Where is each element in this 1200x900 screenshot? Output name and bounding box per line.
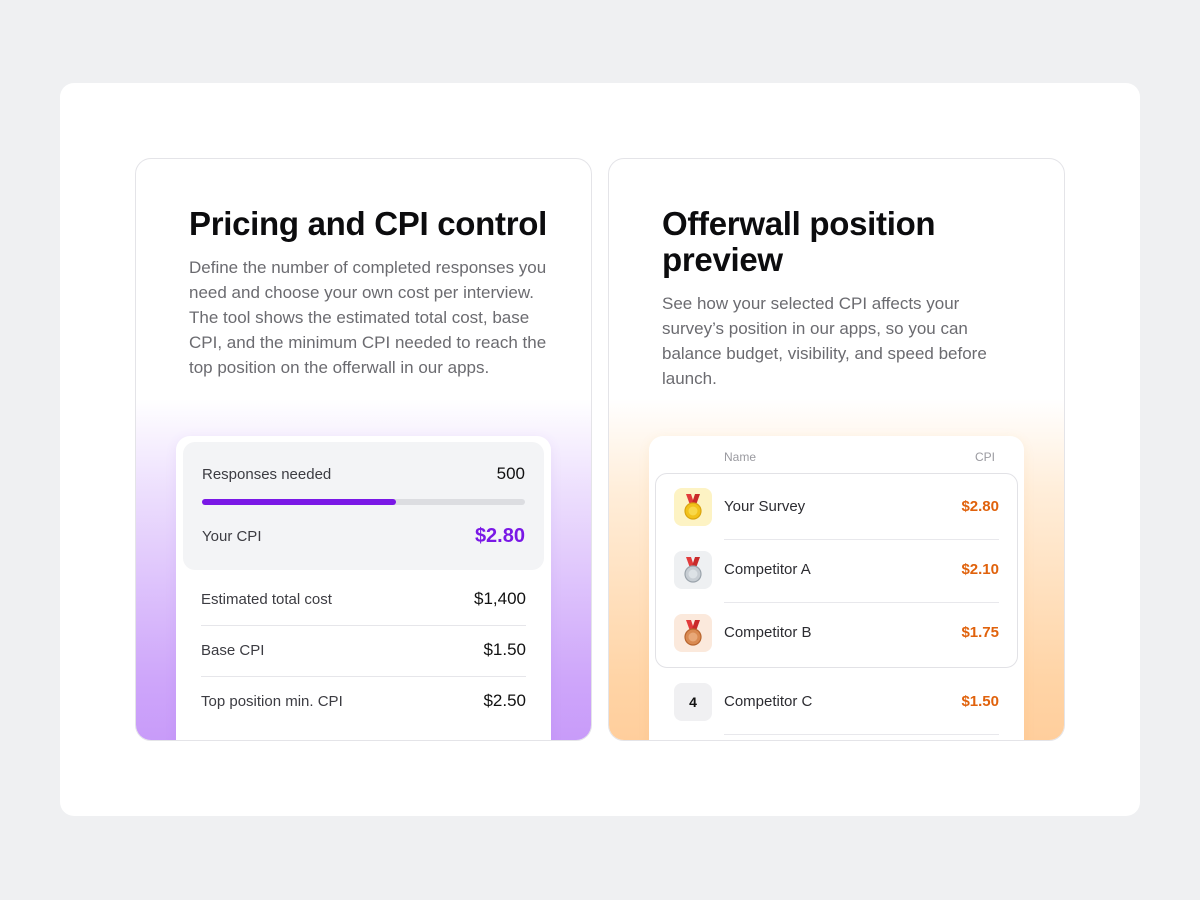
offerwall-title: Offerwall position preview <box>662 205 936 278</box>
responses-slider[interactable] <box>202 499 525 505</box>
summary-row: Top position min. CPI $2.50 <box>201 691 526 711</box>
summary-value: $1.50 <box>483 640 526 659</box>
ranking-name: Your Survey <box>724 498 806 515</box>
ranking-row[interactable]: Competitor A $2.10 <box>649 539 1024 603</box>
ranking-cpi: $2.80 <box>961 498 999 515</box>
content-frame: Pricing and CPI control Define the numbe… <box>60 83 1140 816</box>
ranking-cpi: $2.10 <box>961 561 999 578</box>
column-header-cpi: CPI <box>974 450 995 464</box>
summary-label: Top position min. CPI <box>201 692 343 710</box>
pricing-description: Define the number of completed responses… <box>189 258 547 377</box>
summary-label: Base CPI <box>201 641 265 659</box>
pricing-title: Pricing and CPI control <box>189 205 547 242</box>
row-divider <box>201 625 526 626</box>
cpi-value[interactable]: $2.80 <box>474 525 525 547</box>
ranking-name: Competitor B <box>724 624 812 641</box>
summary-label: Estimated total cost <box>201 590 332 608</box>
responses-value: 500 <box>496 464 525 483</box>
responses-slider-fill <box>202 499 396 505</box>
summary-value: $1,400 <box>474 589 526 608</box>
row-divider <box>724 734 999 735</box>
pricing-panel: Responses needed 500 Your CPI $2.80 Esti… <box>176 436 551 740</box>
row-divider <box>724 539 999 540</box>
silver-medal-icon <box>674 551 712 589</box>
cpi-label: Your CPI <box>202 528 262 545</box>
offerwall-panel: Name CPI Your Survey $2.80 <box>649 436 1024 740</box>
ranking-row[interactable]: Competitor B $1.75 <box>649 602 1024 664</box>
offerwall-card: Offerwall position preview See how your … <box>608 158 1065 741</box>
pricing-controls: Responses needed 500 Your CPI $2.80 <box>183 442 544 570</box>
ranking-row[interactable]: Your Survey $2.80 <box>649 476 1024 540</box>
ranking-cpi: $1.75 <box>961 624 999 641</box>
ranking-cpi: $1.50 <box>961 693 999 710</box>
summary-value: $2.50 <box>483 691 526 710</box>
pricing-card: Pricing and CPI control Define the numbe… <box>135 158 592 741</box>
bronze-medal-icon <box>674 614 712 652</box>
top-positions-group <box>655 473 1018 668</box>
row-divider <box>201 676 526 677</box>
row-divider <box>724 602 999 603</box>
ranking-row[interactable]: 4 Competitor C $1.50 <box>649 671 1024 735</box>
responses-row: Responses needed 500 <box>202 464 525 484</box>
summary-row: Estimated total cost $1,400 <box>201 589 526 609</box>
ranking-name: Competitor C <box>724 693 813 710</box>
rank-number-badge: 4 <box>674 683 712 721</box>
gold-medal-icon <box>674 488 712 526</box>
responses-label: Responses needed <box>202 465 332 483</box>
cpi-row: Your CPI $2.80 <box>202 525 525 548</box>
offerwall-description: See how your selected CPI affects your s… <box>662 294 987 388</box>
ranking-name: Competitor A <box>724 561 811 578</box>
rank-number: 4 <box>689 694 697 710</box>
summary-row: Base CPI $1.50 <box>201 640 526 660</box>
column-header-name: Name <box>724 450 757 464</box>
